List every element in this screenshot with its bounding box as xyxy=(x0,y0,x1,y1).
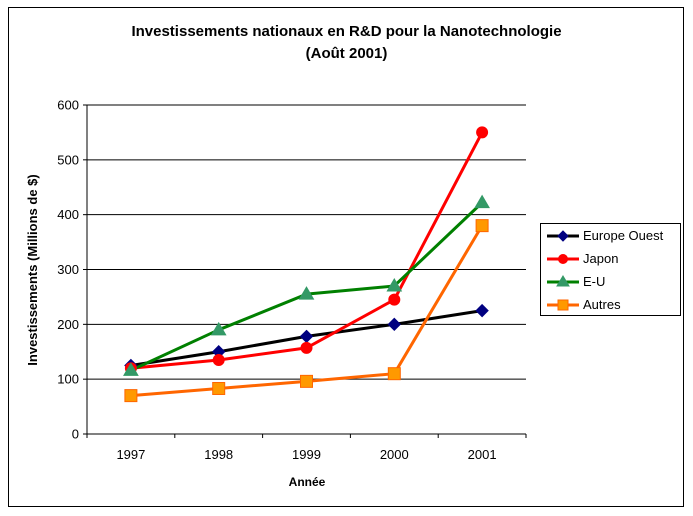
legend-swatch-e-u xyxy=(547,275,579,287)
x-tick-label: 1998 xyxy=(204,447,233,462)
data-point-europe-ouest xyxy=(475,303,489,318)
data-point-autres xyxy=(212,381,226,395)
legend-marker xyxy=(558,254,568,264)
data-point-japon xyxy=(212,353,225,366)
data-point-e-u xyxy=(474,194,490,209)
legend-swatch-japon xyxy=(547,254,579,264)
data-point-autres xyxy=(475,219,489,233)
data-point-e-u xyxy=(298,286,315,300)
data-point-autres xyxy=(387,367,401,381)
data-point-japon xyxy=(300,341,313,354)
legend-swatch-europe-ouest xyxy=(547,230,579,242)
y-tick-label: 400 xyxy=(57,207,79,222)
y-tick-label: 0 xyxy=(72,427,79,442)
legend-label: Autres xyxy=(583,297,621,312)
legend-marker xyxy=(557,299,569,311)
data-point-e-u xyxy=(123,362,139,376)
x-tick-label: 2001 xyxy=(468,447,497,462)
data-point-japon xyxy=(388,293,401,306)
legend-marker xyxy=(556,275,570,287)
series-markers-europe-ouest xyxy=(124,303,489,373)
y-tick-label: 500 xyxy=(57,152,79,167)
x-tick-label: 2000 xyxy=(380,447,409,462)
y-axis-label: Investissements (Millions de $) xyxy=(25,174,40,365)
legend-swatch-autres xyxy=(547,299,579,311)
data-point-e-u xyxy=(210,321,227,336)
legend-label: Europe Ouest xyxy=(583,228,664,243)
y-tick-label: 100 xyxy=(57,372,79,387)
chart-legend: Europe Ouest Japon E-U Autres xyxy=(540,223,681,316)
data-point-europe-ouest xyxy=(387,317,402,332)
chart-title-line1: Investissements nationaux en R&D pour la… xyxy=(131,23,562,40)
y-tick-label: 300 xyxy=(57,262,79,277)
legend-item-autres: Autres xyxy=(541,294,680,316)
y-tick-label: 200 xyxy=(57,317,79,332)
series-markers-autres xyxy=(124,219,489,403)
series-markers-e-u xyxy=(123,194,490,376)
x-tick-label: 1997 xyxy=(116,447,145,462)
x-axis-label: Année xyxy=(289,475,326,489)
data-point-autres xyxy=(300,374,313,388)
gridlines xyxy=(87,104,526,380)
x-tick-labels: 1997 1998 1999 2000 2001 xyxy=(86,434,527,462)
legend-marker xyxy=(557,230,569,242)
legend-item-japon: Japon xyxy=(541,248,680,270)
legend-item-europe-ouest: Europe Ouest xyxy=(541,225,680,247)
data-point-e-u xyxy=(386,277,403,292)
data-point-autres xyxy=(124,389,138,403)
x-tick-label: 1999 xyxy=(292,447,321,462)
chart-title: Investissements nationaux en R&D pour la… xyxy=(0,21,693,65)
data-point-europe-ouest xyxy=(299,329,314,344)
y-tick-labels: 0 100 200 300 400 500 600 xyxy=(57,98,87,442)
chart-title-line2: (Août 2001) xyxy=(305,45,388,62)
series-lines xyxy=(130,131,484,398)
series-markers xyxy=(123,126,490,403)
legend-label: Japon xyxy=(583,251,619,266)
legend-label: E-U xyxy=(583,274,606,289)
data-point-japon xyxy=(476,126,489,139)
legend-item-e-u: E-U xyxy=(541,271,680,293)
y-tick-label: 600 xyxy=(57,98,79,113)
